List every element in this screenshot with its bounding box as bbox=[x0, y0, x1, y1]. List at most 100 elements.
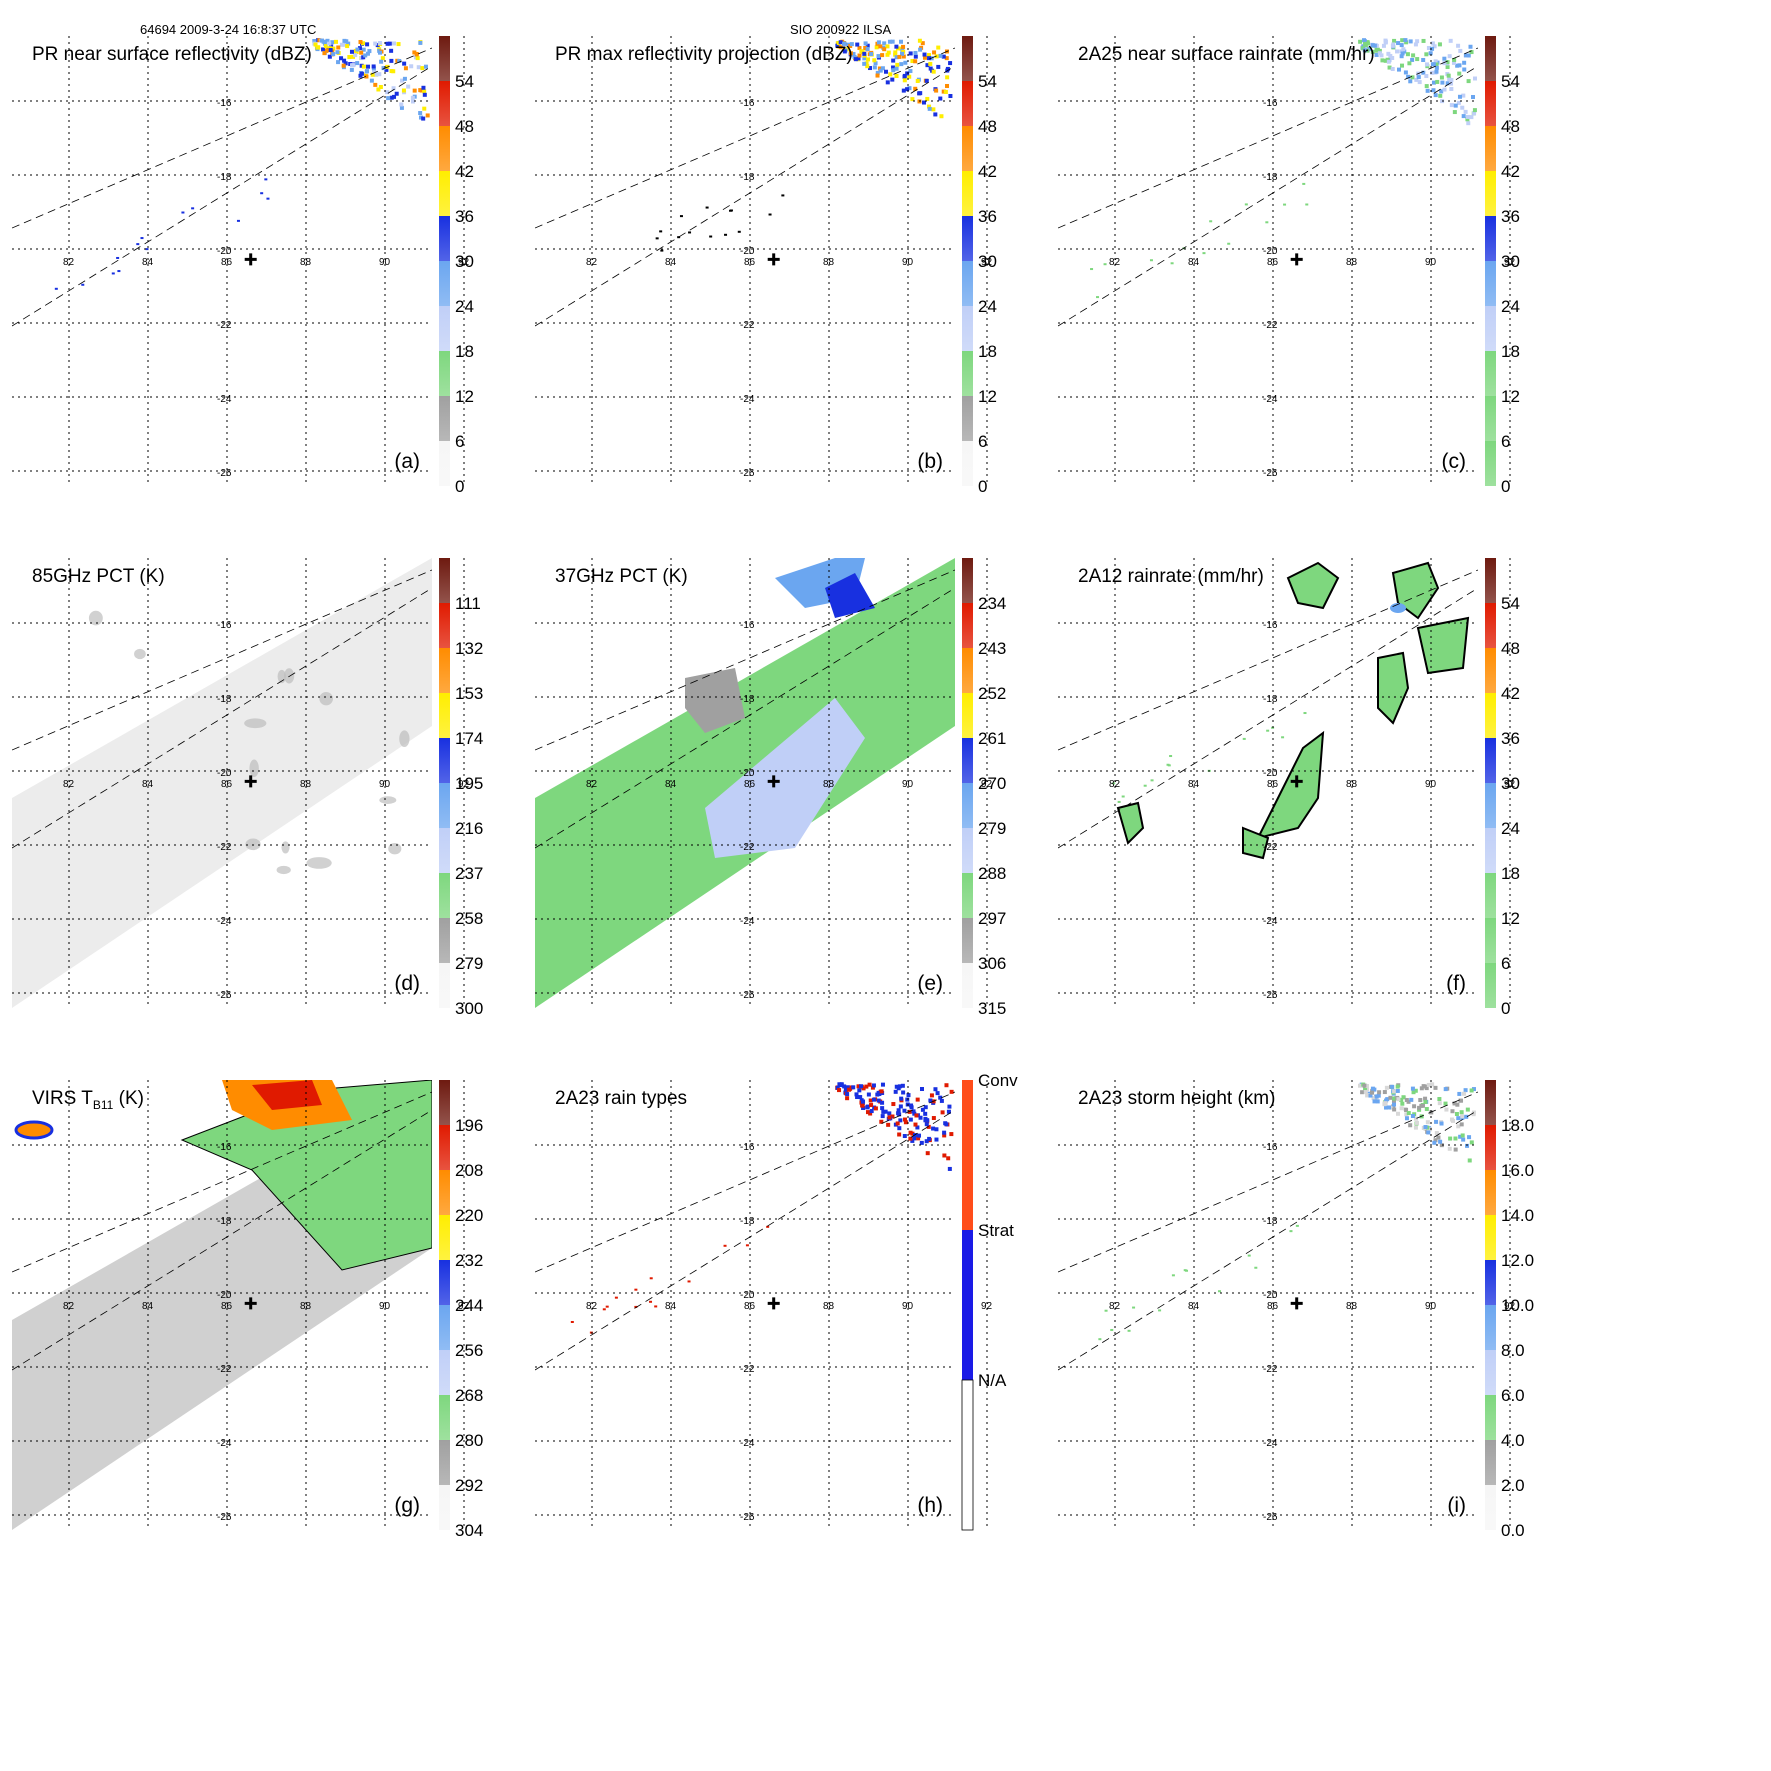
swath-edge-line bbox=[12, 569, 432, 751]
cold-cloud-spot bbox=[388, 843, 402, 855]
colorbar-label: 12.0 bbox=[1501, 1251, 1534, 1270]
precip-pixel bbox=[1456, 100, 1461, 105]
precip-pixel bbox=[418, 115, 423, 120]
plot-area bbox=[12, 1080, 432, 1530]
lon-label: 88 bbox=[1346, 779, 1358, 790]
colorbar-label: 237 bbox=[455, 864, 483, 883]
precip-pixel bbox=[900, 1083, 905, 1088]
precip-pixel bbox=[856, 1084, 861, 1089]
colorbar-label: 30 bbox=[455, 252, 474, 271]
colorbar-segment bbox=[962, 963, 973, 1008]
colorbar-label: 42 bbox=[1501, 162, 1520, 181]
precip-pixel bbox=[1390, 43, 1395, 48]
lon-label: 84 bbox=[665, 257, 677, 268]
colorbar-segment bbox=[962, 171, 973, 216]
precip-pixel bbox=[389, 48, 394, 53]
lon-label: 92 bbox=[1504, 1301, 1516, 1312]
precip-pixel bbox=[1432, 1140, 1437, 1145]
precip-pixel bbox=[894, 73, 899, 78]
precip-pixel bbox=[915, 1097, 920, 1102]
precip-pixel bbox=[853, 57, 858, 62]
colorbar-label: 111 bbox=[455, 594, 481, 613]
precip-pixel bbox=[414, 52, 419, 57]
precip-pixel bbox=[1410, 75, 1415, 80]
precip-pixel bbox=[1464, 1114, 1469, 1119]
precip-pixel bbox=[1415, 1120, 1420, 1125]
scattered-echo bbox=[723, 1244, 727, 1247]
precip-pixel bbox=[341, 63, 346, 68]
precip-pixel bbox=[1386, 51, 1391, 56]
precip-pixel bbox=[906, 1093, 911, 1098]
lon-label: 86 bbox=[221, 779, 233, 790]
lon-label: 86 bbox=[221, 257, 233, 268]
colorbar-segment bbox=[439, 1260, 450, 1305]
colorbar-segment bbox=[439, 1170, 450, 1215]
precip-pixel bbox=[355, 47, 360, 52]
colorbar-label: 24 bbox=[1501, 819, 1520, 838]
lat-label: -18 bbox=[217, 694, 232, 705]
precip-pixel bbox=[1424, 62, 1429, 67]
precip-pixel bbox=[895, 62, 900, 67]
lat-label: -22 bbox=[1263, 842, 1278, 853]
precip-pixel bbox=[1458, 1134, 1463, 1139]
precip-pixel bbox=[1410, 57, 1415, 62]
colorbar-label: 36 bbox=[455, 207, 474, 226]
precip-pixel bbox=[1431, 88, 1436, 93]
lon-label: 82 bbox=[1109, 1301, 1121, 1312]
lon-label: 86 bbox=[744, 779, 756, 790]
precip-pixel bbox=[949, 1132, 954, 1137]
colorbar-label: 54 bbox=[1501, 72, 1520, 91]
lat-label: -26 bbox=[217, 468, 232, 479]
lat-label: -24 bbox=[740, 916, 755, 927]
precip-pixel bbox=[898, 39, 903, 44]
precip-pixel bbox=[1413, 1088, 1418, 1093]
scattered-echo bbox=[660, 249, 664, 252]
precip-pixel bbox=[1456, 1124, 1461, 1129]
precip-pixel bbox=[879, 1119, 884, 1124]
precip-pixel bbox=[322, 41, 327, 46]
precip-pixel bbox=[402, 76, 407, 81]
precip-pixel bbox=[917, 91, 922, 96]
panel-i: -16 -18 -20 -22 -24 -26 82 84 86 88 90 92 2A23 storm… bbox=[1058, 1080, 1534, 1540]
precip-pixel bbox=[923, 1111, 928, 1116]
colorbar-label: 4.0 bbox=[1501, 1431, 1525, 1450]
colorbar-segment bbox=[962, 396, 973, 441]
colorbar-segment bbox=[439, 441, 450, 486]
colorbar-segment bbox=[1485, 261, 1496, 306]
precip-pixel bbox=[409, 64, 414, 69]
colorbar-segment bbox=[962, 81, 973, 126]
scattered-echo bbox=[1242, 737, 1246, 740]
lon-label: 88 bbox=[1346, 1301, 1358, 1312]
precip-pixel bbox=[1452, 1101, 1457, 1106]
precip-pixel bbox=[1469, 1140, 1474, 1145]
lon-label: 86 bbox=[1267, 1301, 1279, 1312]
precip-pixel bbox=[1384, 1085, 1389, 1090]
precip-pixel bbox=[323, 44, 328, 49]
scattered-echo bbox=[679, 215, 683, 218]
precip-pixel bbox=[913, 1122, 918, 1127]
cloud-top-coldest bbox=[252, 1080, 322, 1110]
lat-label: -16 bbox=[1263, 98, 1278, 109]
precip-pixel bbox=[1400, 38, 1405, 43]
precip-pixel bbox=[313, 42, 318, 47]
scattered-echo bbox=[111, 272, 115, 275]
lon-label: 90 bbox=[379, 1301, 391, 1312]
precip-pixel bbox=[339, 42, 344, 47]
precip-pixel bbox=[898, 1104, 903, 1109]
precip-pixel bbox=[932, 50, 937, 55]
swath-edge-line bbox=[12, 47, 432, 229]
precip-pixel bbox=[367, 49, 372, 54]
precip-pixel bbox=[887, 1111, 892, 1116]
colorbar-label: 14.0 bbox=[1501, 1206, 1534, 1225]
colorbar-label: 132 bbox=[455, 639, 483, 658]
colorbar-segment bbox=[439, 693, 450, 738]
scattered-echo bbox=[1127, 1329, 1131, 1332]
storm-center-marker bbox=[767, 1297, 780, 1310]
swath-edge-line bbox=[1058, 65, 1478, 327]
precip-pixel bbox=[391, 69, 396, 74]
lon-label: 86 bbox=[1267, 779, 1279, 790]
cold-cloud-spot bbox=[319, 692, 334, 706]
precip-pixel bbox=[927, 1136, 932, 1141]
colorbar-segment bbox=[962, 441, 973, 486]
precip-pixel bbox=[890, 39, 895, 44]
